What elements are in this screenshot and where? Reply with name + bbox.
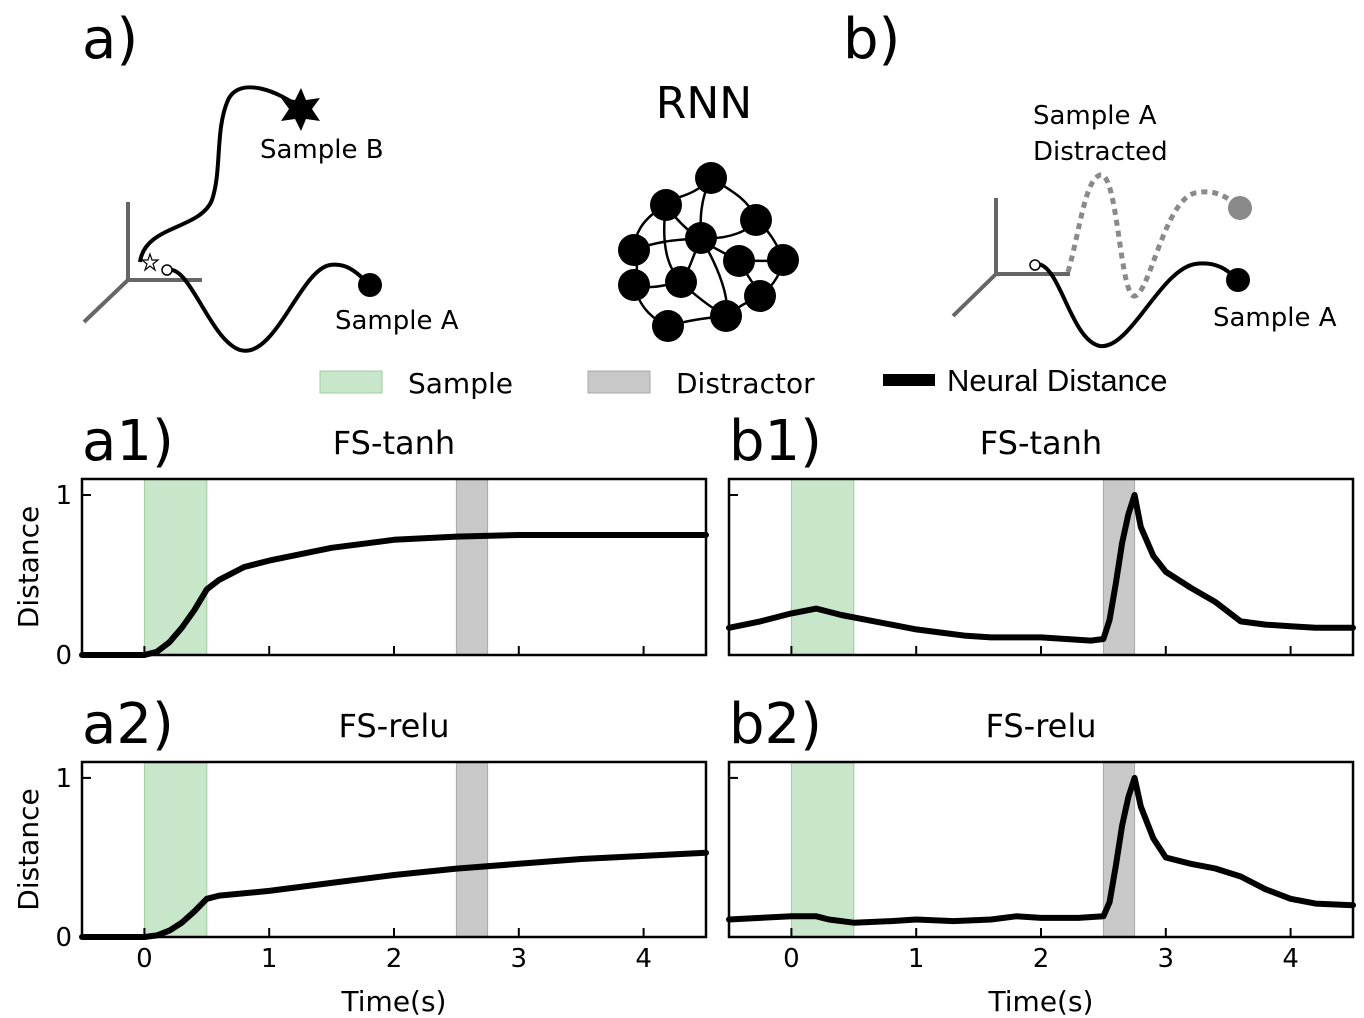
legend: Sample Distractor Neural Distance: [319, 363, 1168, 400]
panel-label: a1): [82, 409, 174, 474]
legend-swatch-neural-distance: [883, 374, 935, 386]
rnn-node: [723, 245, 755, 277]
rnn-node: [740, 204, 772, 236]
rnn-node: [767, 244, 799, 276]
y-tick-label: 0: [55, 923, 72, 953]
rnn-title: RNN: [656, 78, 752, 129]
rnn-node: [650, 189, 682, 221]
schematic-a-axes: [82, 202, 202, 324]
chart-title: FS-tanh: [333, 424, 455, 462]
y-tick-label: 1: [55, 481, 72, 511]
label-distracted-line1: Sample A: [1033, 101, 1157, 131]
rnn-node: [695, 162, 727, 194]
label-sample-b: Sample B: [260, 135, 384, 165]
panel-label: b1): [729, 409, 822, 474]
x-axis-label: Time(s): [988, 985, 1094, 1018]
panel-label: b2): [729, 692, 822, 757]
label-distracted-line2: Distracted: [1033, 137, 1168, 167]
chart-b2: 0 1 2 3 4 b2) FS-relu Time(s): [726, 692, 1356, 1018]
sample-span: [790, 478, 855, 656]
distractor-span: [455, 478, 489, 656]
panel-label-b: b): [843, 7, 900, 72]
neural-distance-line: [726, 492, 1356, 644]
x-tick-label: 0: [136, 944, 153, 974]
x-tick-label: 4: [1282, 944, 1299, 974]
y-axis-label: Distance: [12, 506, 45, 628]
rnn-diagram: RNN: [618, 78, 799, 342]
rnn-node: [665, 266, 697, 298]
x-tick-label: 0: [783, 944, 800, 974]
start-star-icon: [140, 252, 160, 272]
label-sample-a: Sample A: [335, 306, 459, 336]
legend-swatch-sample: [319, 370, 383, 394]
panel-label: a2): [82, 692, 174, 757]
x-tick-label: 4: [635, 944, 652, 974]
x-axis-label: Time(s): [341, 985, 447, 1018]
chart-a2: 0 1 2 3 4 0 1 a2) FS-relu Distance Time(s): [12, 692, 709, 1018]
label-sample-a-b: Sample A: [1213, 303, 1337, 333]
schematic-b: b) Sample A Distracted Sample A: [843, 7, 1337, 349]
rnn-node: [652, 310, 684, 342]
endpoint-sample-a-b: [1226, 268, 1250, 292]
endpoint-sample-a-distracted: [1228, 196, 1252, 220]
legend-label-sample: Sample: [408, 367, 513, 400]
start-circle-icon: [161, 264, 173, 276]
start-circle-icon-b: [1029, 259, 1041, 271]
trajectory-sample-b: [138, 85, 302, 263]
x-tick-label: 3: [511, 944, 528, 974]
sample-span: [143, 478, 208, 656]
schematic-b-axes: [951, 198, 1070, 318]
distractor-span: [455, 761, 489, 938]
x-tick-label: 2: [386, 944, 403, 974]
rnn-nodes: [618, 162, 799, 342]
y-tick-label: 1: [55, 764, 72, 794]
neural-distance-line: [79, 532, 709, 658]
trajectory-sample-a-distracted: [1065, 172, 1242, 299]
rnn-node: [744, 280, 776, 312]
trajectory-sample-b-panel-a: [1035, 261, 1240, 349]
schematic-a: a) Sample B Sample A: [82, 7, 459, 353]
star-icon: [281, 88, 320, 131]
panel-label-a: a): [82, 7, 138, 72]
trajectory-sample-a: [167, 262, 372, 353]
y-tick-label: 0: [55, 641, 72, 671]
x-tick-label: 1: [908, 944, 925, 974]
y-axis-label: Distance: [12, 788, 45, 910]
endpoint-sample-a: [358, 273, 382, 297]
rnn-node: [618, 269, 650, 301]
x-tick-label: 2: [1033, 944, 1050, 974]
sample-span: [790, 761, 855, 938]
chart-b1: b1) FS-tanh: [726, 409, 1356, 657]
chart-a1: 0 1 a1) FS-tanh Distance: [12, 409, 709, 671]
neural-distance-line: [79, 849, 709, 940]
rnn-node: [618, 234, 650, 266]
x-tick-label: 1: [261, 944, 278, 974]
chart-title: FS-relu: [985, 707, 1096, 745]
legend-swatch-distractor: [587, 370, 651, 394]
neural-distance-line: [726, 774, 1356, 926]
legend-label-distractor: Distractor: [676, 367, 815, 400]
chart-title: FS-relu: [338, 707, 449, 745]
rnn-node: [685, 222, 717, 254]
legend-label-neural-distance: Neural Distance: [947, 363, 1168, 398]
chart-title: FS-tanh: [980, 424, 1102, 462]
x-tick-label: 3: [1158, 944, 1175, 974]
rnn-node: [710, 300, 742, 332]
